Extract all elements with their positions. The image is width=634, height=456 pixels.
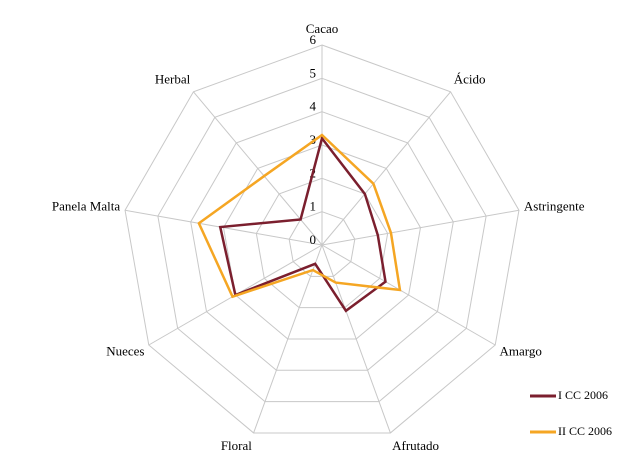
grid-ring [255, 177, 389, 309]
category-label: Panela Malta [52, 199, 120, 214]
series-line [197, 133, 402, 299]
legend-label: I CC 2006 [558, 388, 608, 402]
category-label: Afrutado [392, 438, 439, 453]
spoke [193, 91, 323, 246]
spoke [321, 244, 496, 346]
tick-label: 5 [310, 65, 317, 80]
tick-label: 3 [310, 132, 317, 147]
grid-ring [157, 77, 487, 403]
category-label: Floral [221, 438, 252, 453]
series-line [218, 135, 387, 313]
tick-label: 6 [310, 32, 317, 47]
grid-ring [124, 44, 520, 434]
legend-label: II CC 2006 [558, 424, 612, 438]
category-label: Ácido [454, 71, 486, 86]
grid-ring [222, 144, 422, 340]
grid-ring [190, 111, 454, 371]
category-label: Cacao [306, 21, 338, 36]
spoke [253, 244, 323, 434]
spoke [321, 209, 520, 246]
category-label: Amargo [500, 343, 542, 358]
spoke [321, 91, 451, 246]
category-label: Astringente [524, 199, 585, 214]
tick-label: 1 [310, 199, 317, 214]
category-label: Herbal [155, 71, 191, 86]
spoke [321, 244, 391, 434]
tick-label: 4 [310, 99, 317, 114]
tick-label: 0 [310, 232, 317, 247]
category-label: Nueces [106, 343, 144, 358]
